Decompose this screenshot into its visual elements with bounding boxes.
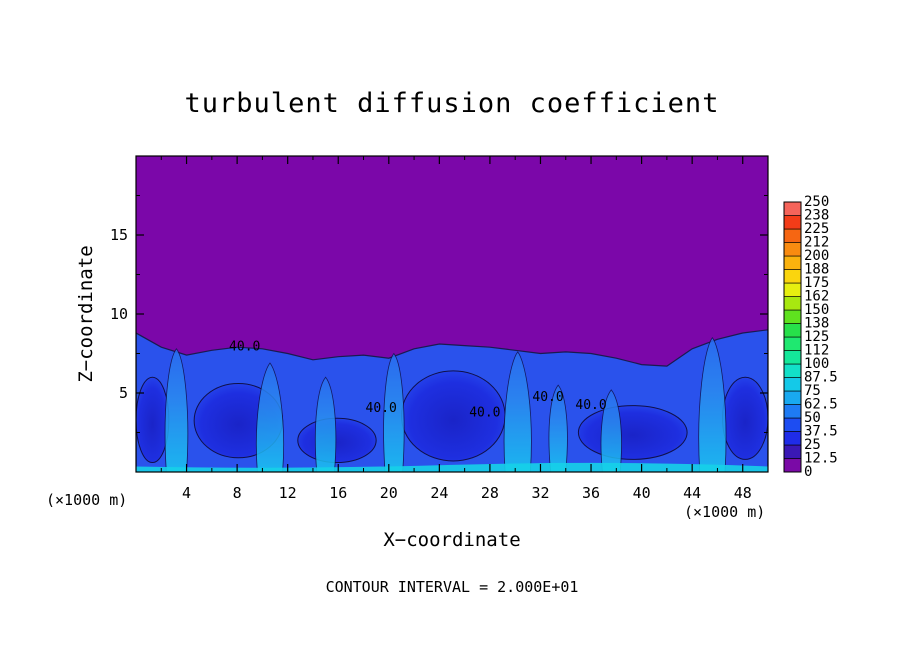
colorbar-tick-label: 50 (804, 410, 821, 426)
x-tick-label: 36 (582, 484, 600, 502)
colorbar-segment (783, 323, 802, 338)
colorbar-segment (783, 269, 802, 284)
colorbar-tick-label: 12.5 (804, 451, 838, 467)
x-unit-right: (×1000 m) (684, 503, 765, 521)
contour-label: 40.0 (575, 398, 606, 413)
colorbar-tick-label: 200 (804, 248, 829, 264)
updraft-plume (314, 376, 337, 472)
colorbar-tick-label: 225 (804, 221, 829, 237)
x-tick-label: 40 (633, 484, 651, 502)
x-tick-label: 8 (233, 484, 242, 502)
colorbar-segment (783, 377, 802, 392)
eddy-cell (722, 376, 768, 460)
x-tick-label: 32 (531, 484, 549, 502)
updraft-plume (503, 351, 532, 472)
x-unit-left: (×1000 m) (46, 491, 127, 509)
x-tick-label: 12 (279, 484, 297, 502)
colorbar-tick-label: 100 (804, 356, 829, 372)
updraft-plume (548, 384, 568, 472)
colorbar-tick-label: 212 (804, 235, 829, 251)
updraft-plume (255, 362, 285, 472)
contour-interval-note: CONTOUR INTERVAL = 2.000E+01 (326, 578, 579, 596)
colorbar-tick-label: 25 (804, 437, 821, 453)
x-tick-label: 44 (683, 484, 701, 502)
x-tick-label: 16 (329, 484, 347, 502)
colorbar-tick-label: 125 (804, 329, 829, 345)
y-axis: 5 10 15 (110, 195, 768, 433)
y-tick-label: 15 (110, 226, 128, 244)
eddy-cell (297, 417, 377, 464)
colorbar-segment (783, 296, 802, 311)
colorbar-tick-label: 175 (804, 275, 829, 291)
contour-label: 40.0 (532, 390, 563, 405)
colorbar-segment (783, 431, 802, 446)
colorbar-tick-label: 138 (804, 316, 829, 332)
colorbar-segment (783, 228, 802, 243)
colorbar-segment (783, 309, 802, 324)
x-tick-label: 28 (481, 484, 499, 502)
y-tick-label: 5 (119, 384, 128, 402)
colorbar-segment (783, 350, 802, 365)
updraft-plume (600, 389, 622, 472)
colorbar-tick-label: 188 (804, 262, 829, 278)
x-axis-label: X−coordinate (383, 529, 520, 551)
colorbar: 012.52537.55062.57587.510011212513815016… (783, 194, 838, 480)
contour-label: 40.0 (366, 401, 397, 416)
colorbar-tick-label: 162 (804, 289, 829, 305)
updraft-plume (164, 348, 189, 472)
colorbar-tick-label: 112 (804, 343, 829, 359)
colorbar-segment (783, 458, 802, 473)
contour-label: 40.0 (469, 406, 500, 421)
x-axis: 4 8 12 16 20 24 28 32 36 40 44 48 (160, 156, 752, 502)
colorbar-tick-label: 238 (804, 208, 829, 224)
colorbar-segment (783, 417, 802, 432)
x-tick-label: 24 (430, 484, 448, 502)
colorbar-segment (783, 336, 802, 351)
colorbar-tick-label: 75 (804, 383, 821, 399)
updraft-plume (698, 337, 727, 472)
colorbar-tick-label: 62.5 (804, 397, 838, 413)
colorbar-segment (783, 201, 802, 216)
colorbar-segment (783, 444, 802, 459)
colorbar-segment (783, 215, 802, 230)
colorbar-segment (783, 390, 802, 405)
x-tick-label: 48 (734, 484, 752, 502)
turbulent-layer: 40.0 40.0 40.0 40.0 40.0 (136, 329, 768, 472)
colorbar-segment (783, 282, 802, 297)
colorbar-segment (783, 255, 802, 270)
x-tick-label: 20 (380, 484, 398, 502)
colorbar-tick-label: 37.5 (804, 424, 838, 440)
eddy-cell (136, 376, 170, 464)
colorbar-frame (783, 201, 802, 473)
eddy-cell (577, 405, 688, 460)
y-axis-label: Z−coordinate (75, 245, 97, 382)
plot-area: 40.0 40.0 40.0 40.0 40.0 (136, 156, 768, 472)
y-tick-label: 10 (110, 305, 128, 323)
updraft-plume (383, 352, 405, 472)
colorbar-tick-label: 250 (804, 194, 829, 210)
colorbar-segment (783, 404, 802, 419)
chart-title: turbulent diffusion coefficient (185, 88, 720, 119)
colorbar-tick-label: 87.5 (804, 370, 838, 386)
colorbar-segment (783, 242, 802, 257)
colorbar-tick-label: 0 (804, 464, 812, 480)
x-tick-label: 4 (182, 484, 191, 502)
contour-label: 40.0 (229, 339, 260, 354)
colorbar-tick-label: 150 (804, 302, 829, 318)
surface-layer (136, 462, 768, 472)
colorbar-segment (783, 363, 802, 378)
